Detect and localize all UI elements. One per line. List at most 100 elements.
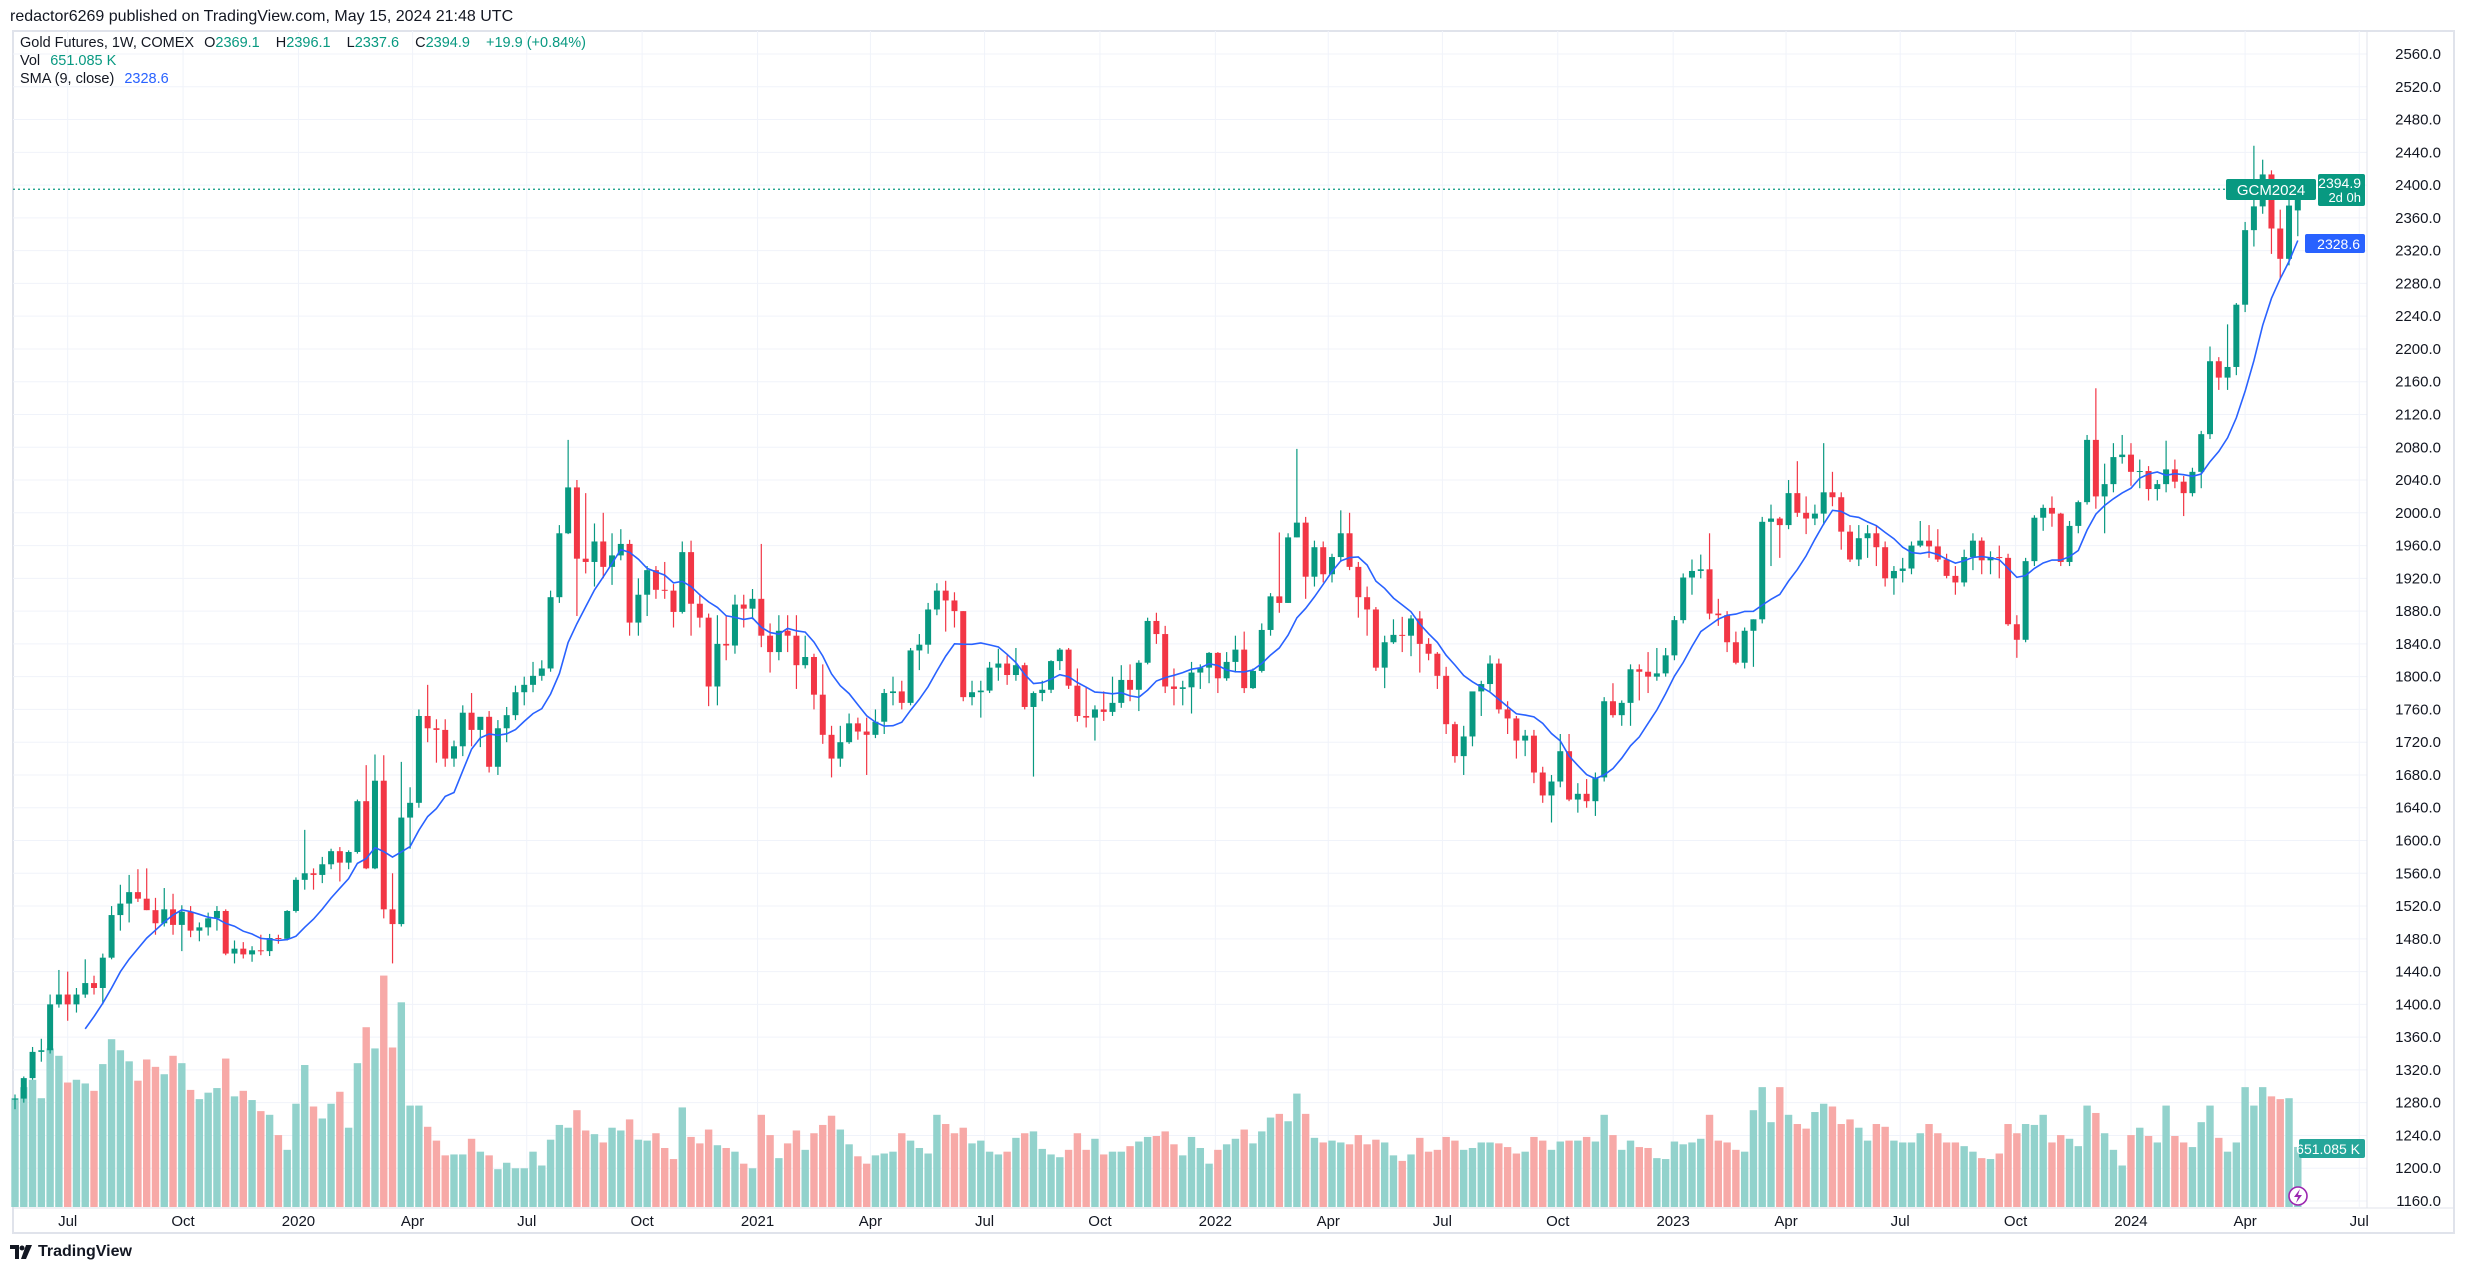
volume-bar: [1126, 1146, 1134, 1207]
candle-body: [916, 644, 923, 651]
candle-body: [1934, 546, 1941, 560]
candle-body: [1732, 642, 1739, 663]
volume-bar: [977, 1140, 985, 1207]
candle-body: [433, 728, 440, 730]
volume-bar: [1969, 1151, 1977, 1207]
volume-bar: [81, 1083, 89, 1207]
symbol-legend[interactable]: Gold Futures, 1W, COMEX O2369.1 H2396.1 …: [20, 35, 592, 51]
candle-body: [2013, 624, 2020, 640]
sma-tag: 2328.6: [2317, 236, 2360, 252]
volume-bar: [186, 1089, 195, 1207]
candle-body: [1337, 533, 1344, 558]
volume-bar: [625, 1119, 634, 1207]
volume-bar: [661, 1147, 669, 1207]
candle-body: [389, 909, 396, 925]
candle-body: [2233, 304, 2240, 367]
candle-body: [1179, 687, 1186, 689]
time-tick-label: Jul: [1891, 1213, 1910, 1230]
volume-bar: [432, 1140, 441, 1207]
price-tick-label: 1240.0: [2395, 1127, 2441, 1144]
candle-body: [1346, 533, 1353, 567]
volume-bar: [2258, 1087, 2267, 1207]
candle-body: [55, 994, 62, 1005]
candle-body: [240, 948, 247, 955]
candle-body: [1460, 736, 1467, 757]
candle-body: [1329, 557, 1335, 575]
sma-legend[interactable]: SMA (9, close) 2328.6: [20, 71, 175, 87]
volume-bar: [1635, 1147, 1643, 1207]
candle-body: [1232, 649, 1239, 662]
candle-body: [1636, 669, 1643, 672]
volume-legend[interactable]: Vol 651.085 K: [20, 53, 122, 69]
volume-bar: [1477, 1142, 1485, 1207]
candle-body: [2022, 561, 2029, 640]
volume-bar: [1767, 1122, 1775, 1207]
volume-bar: [380, 975, 388, 1207]
candle-body: [1724, 615, 1731, 643]
symbol-price-tag: GCM2024 2394.9 2d 0h: [2226, 174, 2365, 206]
close-label: C: [415, 35, 426, 51]
volume-bar: [371, 1048, 379, 1207]
tradingview-logo[interactable]: TradingView: [10, 1243, 132, 1261]
volume-bar: [1626, 1140, 1635, 1207]
candle-body: [407, 802, 414, 818]
time-tick-label: Apr: [1774, 1213, 1797, 1230]
candle-body: [38, 1050, 45, 1052]
candle-body: [986, 667, 993, 691]
volume-bar: [494, 1169, 502, 1207]
candle-body: [1996, 557, 2003, 559]
volume-bar: [1872, 1124, 1881, 1207]
volume-bar: [941, 1124, 950, 1207]
volume-bar: [2223, 1151, 2232, 1207]
volume-bar: [1319, 1142, 1327, 1207]
volume-bar: [230, 1096, 239, 1207]
volume-bar: [125, 1061, 133, 1207]
volume-bar: [2276, 1099, 2284, 1207]
volume-bar: [72, 1079, 81, 1207]
volume-bar: [2074, 1146, 2082, 1207]
volume-bar: [28, 1079, 37, 1207]
volume-bar: [1609, 1135, 1617, 1207]
volume-bar: [731, 1151, 739, 1207]
volume-bar: [529, 1151, 537, 1207]
candle-body: [336, 851, 343, 863]
candle-body: [1100, 709, 1107, 712]
candle-body: [1390, 634, 1397, 643]
candle-body: [1144, 620, 1151, 663]
candle-body: [1530, 735, 1537, 773]
volume-bar: [1082, 1149, 1090, 1207]
volume-bar: [2144, 1136, 2153, 1207]
volume-bar: [801, 1149, 809, 1207]
volume-bar: [1890, 1140, 1898, 1207]
volume-bar: [1442, 1136, 1450, 1207]
candle-body: [890, 691, 896, 694]
volume-bar: [1714, 1140, 1723, 1207]
chart-frame[interactable]: [12, 30, 2455, 1234]
candle-body: [64, 994, 71, 1005]
volume-bar: [599, 1142, 607, 1207]
candle-body: [398, 817, 405, 925]
candle-body: [1548, 781, 1555, 796]
candle-body: [1206, 652, 1213, 668]
volume-bar: [880, 1153, 888, 1207]
candle-body: [573, 487, 580, 559]
candle-body: [2215, 361, 2222, 378]
volume-bar: [1451, 1140, 1459, 1207]
lightning-icon[interactable]: [2288, 1186, 2308, 1206]
candle-body: [1127, 679, 1134, 690]
candle-body: [1285, 537, 1292, 603]
candle-body: [2040, 507, 2047, 518]
volume-bar: [1723, 1142, 1731, 1207]
volume-bar: [740, 1163, 748, 1207]
candle-body: [1372, 609, 1379, 668]
candle-body: [661, 589, 668, 591]
candle-body: [1864, 533, 1871, 539]
price-tick-label: 1840.0: [2395, 636, 2441, 653]
price-tick-label: 1880.0: [2395, 603, 2441, 620]
candle-body: [29, 1051, 36, 1079]
volume-bar: [1029, 1131, 1038, 1207]
volume-bar: [1073, 1133, 1082, 1207]
price-tick-label: 2560.0: [2395, 46, 2441, 63]
volume-bar: [1214, 1149, 1222, 1207]
